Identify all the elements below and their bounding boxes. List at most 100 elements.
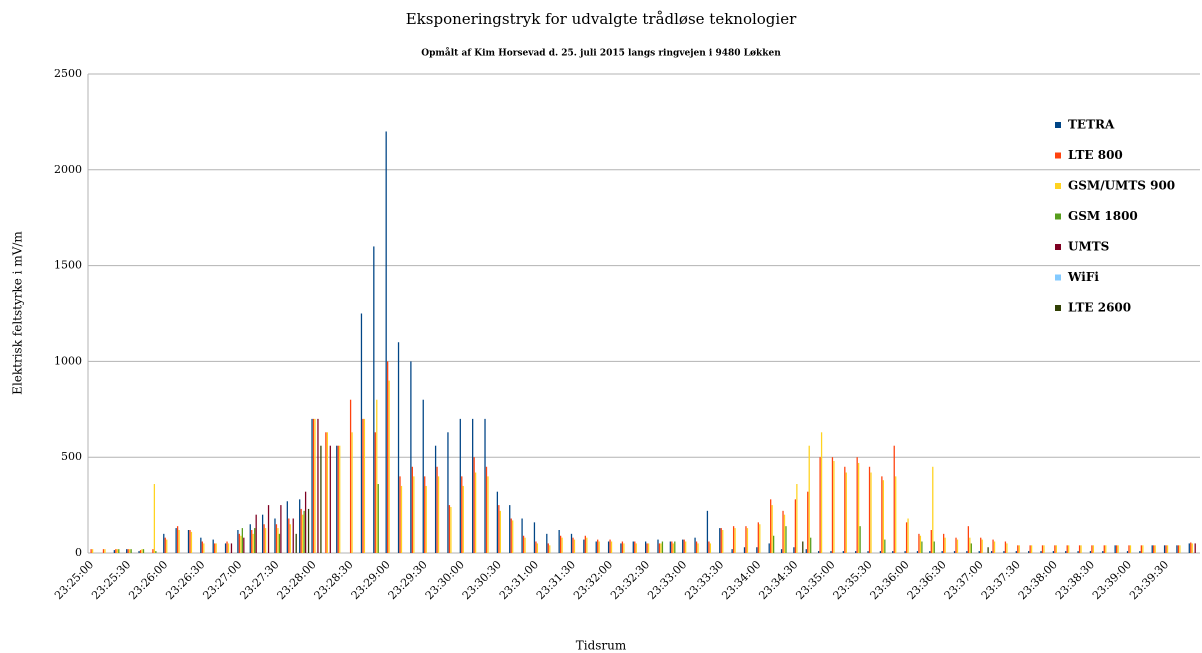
bar — [743, 547, 746, 553]
x-tick-label: 23:34:30 — [756, 558, 800, 602]
bar — [932, 466, 934, 553]
bar — [474, 472, 477, 553]
x-tick-label: 23:39:00 — [1090, 558, 1134, 602]
x-tick-label: 23:25:00 — [52, 558, 96, 602]
bar — [647, 543, 650, 553]
bar — [868, 466, 871, 553]
bar — [190, 531, 193, 553]
bar — [892, 551, 894, 553]
bar — [362, 418, 364, 553]
x-tick-label: 23:37:30 — [979, 558, 1023, 602]
bar — [695, 541, 698, 553]
bar — [583, 539, 585, 553]
bar — [241, 528, 243, 553]
bar — [904, 551, 906, 553]
bar — [953, 551, 956, 553]
bar — [708, 541, 710, 553]
x-tick-label: 23:38:00 — [1016, 558, 1060, 602]
bar — [745, 526, 747, 553]
bar — [499, 510, 501, 553]
x-tick-label: 23:33:30 — [682, 558, 726, 602]
bar — [992, 539, 994, 553]
bar — [720, 528, 722, 553]
bar — [1176, 545, 1178, 553]
bar — [706, 510, 709, 553]
bar — [757, 522, 759, 553]
bar — [252, 533, 254, 553]
bar — [1028, 551, 1030, 553]
bar — [360, 313, 363, 553]
bar — [930, 530, 932, 553]
bar — [1114, 545, 1116, 553]
bar — [584, 535, 586, 553]
legend-label: WiFi — [1067, 270, 1099, 284]
bar — [255, 514, 257, 553]
bar — [1165, 545, 1167, 553]
bar — [820, 432, 823, 553]
bar — [536, 543, 539, 553]
bar — [187, 530, 190, 553]
bar — [598, 541, 600, 553]
legend-label: LTE 2600 — [1068, 301, 1131, 315]
bar — [990, 551, 993, 553]
bar — [304, 491, 307, 553]
bar — [793, 547, 795, 553]
bar — [980, 537, 982, 553]
bar — [1115, 545, 1118, 553]
bar — [1194, 543, 1196, 553]
bar — [307, 508, 310, 553]
bar — [855, 551, 857, 553]
bar — [807, 491, 809, 553]
x-tick-label: 23:26:30 — [163, 558, 207, 602]
bar — [1043, 545, 1045, 553]
bar — [437, 476, 440, 553]
bar — [436, 466, 438, 553]
bar — [981, 539, 983, 553]
bar — [697, 543, 699, 553]
bar — [1190, 542, 1192, 553]
bar — [1077, 551, 1079, 553]
bar — [1004, 541, 1007, 553]
bar — [311, 418, 313, 553]
bar — [286, 501, 288, 553]
x-tick-label: 23:29:00 — [349, 558, 393, 602]
bar — [303, 510, 305, 553]
bar — [780, 549, 783, 553]
bar — [623, 543, 625, 553]
bar — [243, 537, 245, 553]
bar — [844, 466, 846, 553]
bar — [203, 543, 205, 553]
bar — [657, 539, 659, 553]
bar — [263, 524, 265, 553]
legend-swatch — [1055, 213, 1061, 220]
bar — [178, 530, 180, 553]
bar — [1015, 551, 1017, 553]
bar — [859, 526, 861, 553]
x-tick-label: 23:31:30 — [534, 558, 578, 602]
bar — [230, 543, 233, 553]
bar — [607, 541, 610, 553]
bar — [561, 537, 563, 553]
bar — [1078, 545, 1081, 553]
bar — [496, 491, 499, 553]
bar — [1191, 543, 1193, 553]
bar — [620, 543, 622, 553]
bar — [1029, 545, 1031, 553]
x-tick-label: 23:35:30 — [831, 558, 875, 602]
bar — [772, 535, 775, 553]
bar — [895, 476, 897, 553]
bar — [858, 462, 860, 553]
x-tick-label: 23:30:00 — [423, 558, 467, 602]
bar — [682, 539, 684, 553]
bar — [1151, 545, 1153, 553]
bar — [1179, 545, 1181, 553]
bar — [1142, 545, 1144, 553]
bar — [325, 432, 327, 553]
bar — [411, 466, 414, 553]
bar — [214, 543, 216, 553]
bar — [302, 514, 304, 553]
bar — [521, 518, 523, 553]
bar — [833, 461, 835, 553]
bar — [227, 543, 230, 553]
bar — [385, 131, 387, 554]
